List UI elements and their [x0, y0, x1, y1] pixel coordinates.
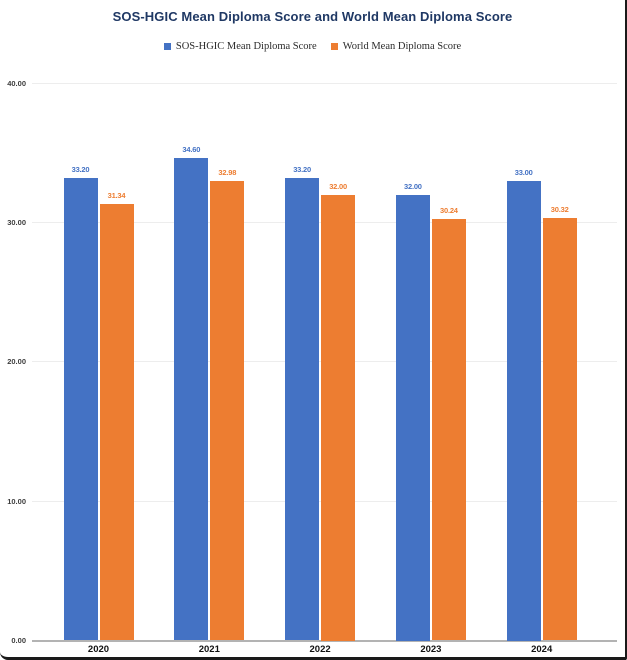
- bar-value-label: 32.00: [404, 181, 422, 191]
- x-axis-tick-label: 2022: [309, 644, 331, 655]
- y-axis-tick-label: 30.00: [7, 217, 26, 227]
- bar-value-label: 33.20: [71, 164, 90, 174]
- x-axis-tick-label: 2023: [420, 644, 442, 655]
- bar-series1-2024: [542, 217, 577, 641]
- legend-swatch-icon: [330, 43, 338, 50]
- bar-series0-2022: [285, 177, 320, 641]
- x-axis-tick-label: 2020: [87, 644, 110, 655]
- y-axis-tick-label: 0.00: [11, 636, 26, 645]
- y-axis-tick-label: 10.00: [7, 496, 26, 506]
- bar-value-label: 32.98: [218, 167, 237, 177]
- bar-series0-2023: [395, 194, 430, 641]
- x-axis-tick-label: 2024: [531, 644, 553, 655]
- x-axis-line: [32, 639, 617, 642]
- bar-series1-2020: [99, 203, 134, 641]
- legend-label: World Mean Diploma Score: [342, 41, 462, 52]
- chart-title: SOS-HGIC Mean Diploma Score and World Me…: [112, 9, 513, 24]
- bar-value-label: 32.00: [329, 181, 347, 191]
- y-axis-tick-label: 20.00: [7, 357, 26, 367]
- legend-label: SOS-HGIC Mean Diploma Score: [175, 41, 317, 52]
- bar-value-label: 30.32: [550, 204, 569, 214]
- bar-value-label: 31.34: [107, 190, 126, 200]
- bar-value-label: 33.20: [293, 164, 311, 174]
- x-axis-tick-label: 2021: [198, 644, 220, 655]
- chart-legend: SOS-HGIC Mean Diploma Score World Mean Di…: [0, 41, 625, 52]
- legend-item-0: SOS-HGIC Mean Diploma Score: [163, 41, 317, 52]
- gridline: [32, 82, 617, 84]
- legend-item-1: World Mean Diploma Score: [330, 41, 462, 52]
- bar-series0-2024: [506, 180, 541, 641]
- bar-series1-2022: [321, 194, 356, 641]
- bar-value-label: 30.24: [440, 206, 458, 216]
- legend-swatch-icon: [163, 43, 171, 50]
- bar-series1-2021: [210, 180, 245, 641]
- bar-series1-2023: [431, 219, 466, 641]
- bar-value-label: 33.00: [514, 167, 533, 177]
- bar-series0-2021: [174, 158, 209, 641]
- bar-series0-2020: [63, 177, 98, 641]
- y-axis-tick-label: 40.00: [7, 78, 26, 88]
- bar-value-label: 34.60: [182, 145, 201, 155]
